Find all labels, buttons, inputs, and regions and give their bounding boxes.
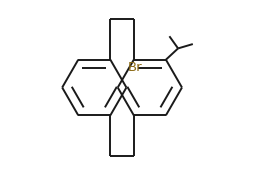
Text: Br: Br [128,61,143,74]
